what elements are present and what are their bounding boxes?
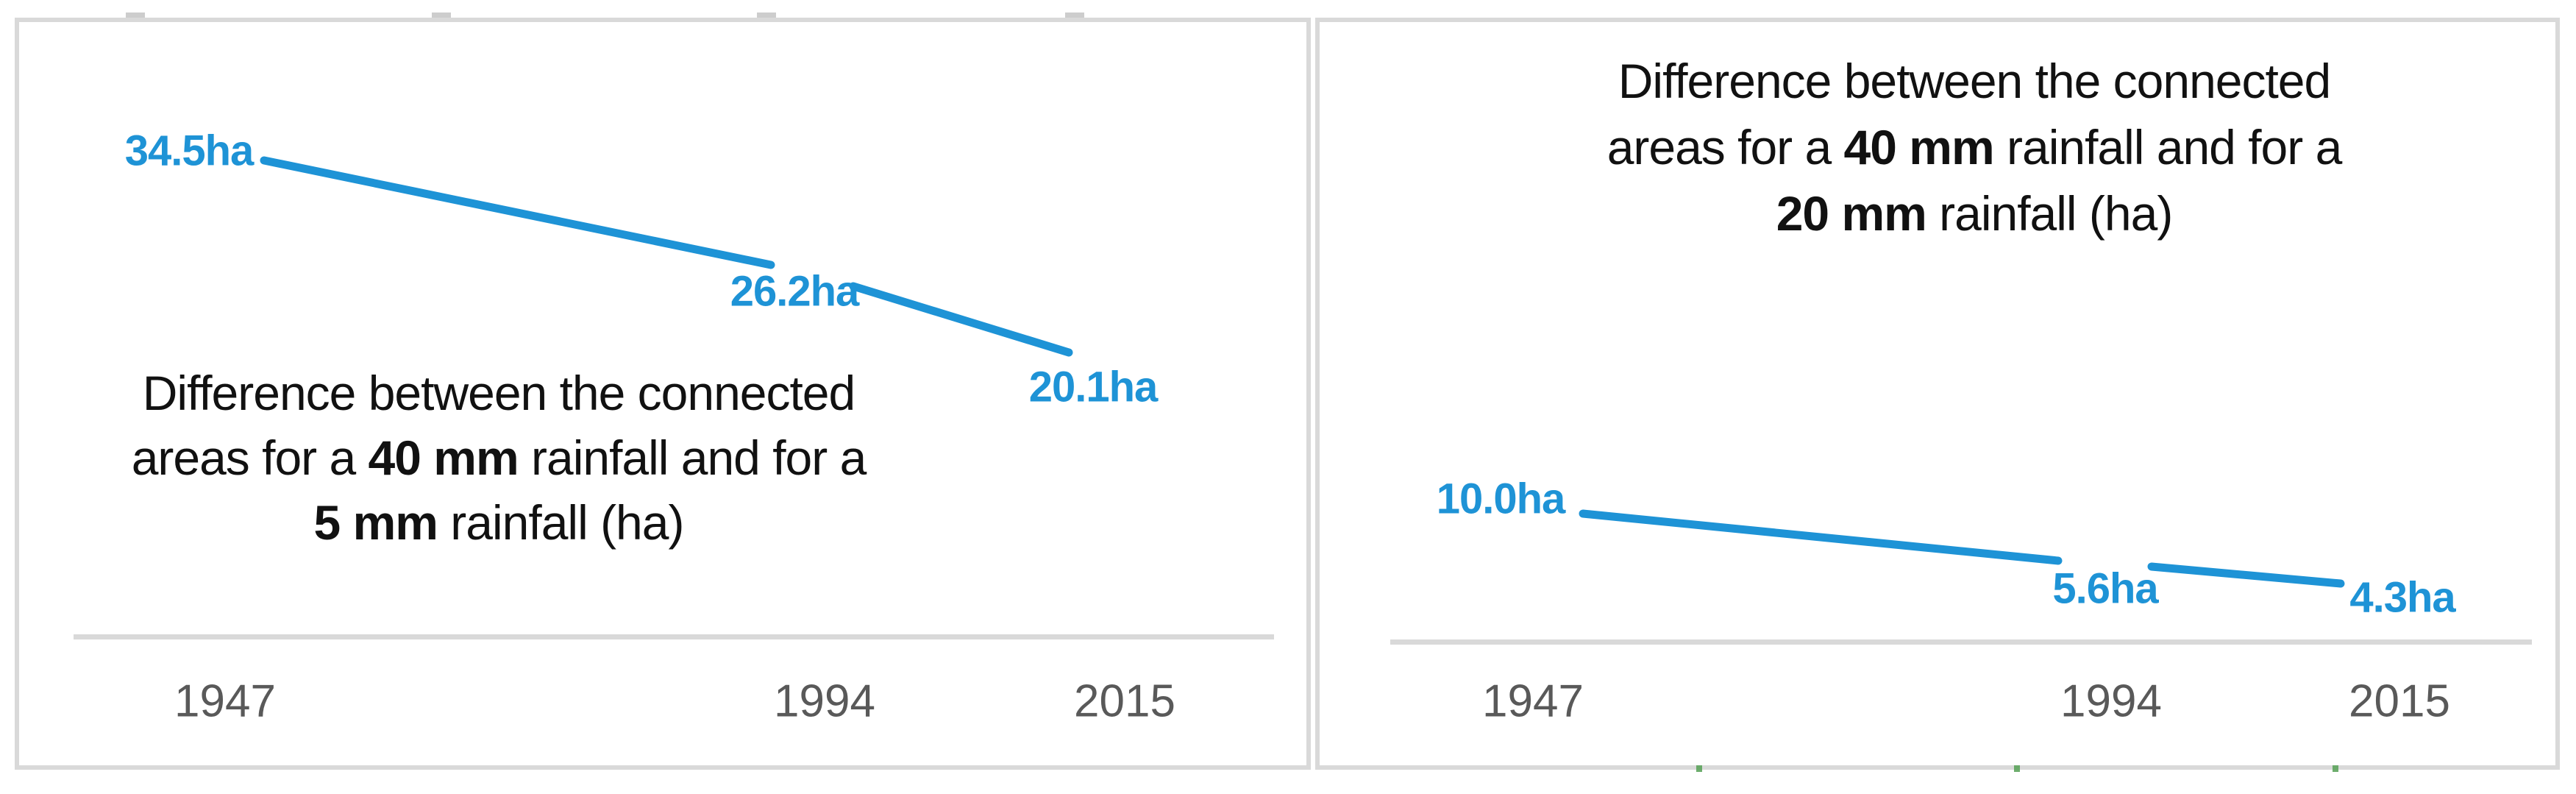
right-chart-title-line1: Difference between the connected bbox=[1618, 54, 2331, 108]
right-chart-title-line3: 20 mm rainfall (ha) bbox=[1481, 180, 2467, 247]
right-chart-title: Difference between the connected areas f… bbox=[1481, 48, 2467, 247]
left-chart-title-line3: 5 mm rainfall (ha) bbox=[19, 490, 978, 555]
right-title-line3-post: rainfall (ha) bbox=[1926, 186, 2173, 241]
right-chart-panel: Difference between the connected areas f… bbox=[1315, 18, 2560, 770]
data-label-1994: 5.6ha bbox=[2052, 564, 2158, 613]
data-label-2015: 4.3ha bbox=[2349, 573, 2455, 622]
right-chart-line bbox=[1579, 509, 2345, 588]
right-x-tick-2015: 2015 bbox=[2349, 676, 2450, 727]
left-line-segment-2 bbox=[849, 282, 1073, 357]
right-title-line3-bold: 20 mm bbox=[1776, 186, 1927, 241]
left-x-tick-1947: 1947 bbox=[174, 676, 276, 727]
left-title-line2-post: rainfall and for a bbox=[518, 430, 867, 485]
data-label-1994: 26.2ha bbox=[730, 267, 860, 316]
right-line-segment-1 bbox=[1579, 509, 2063, 565]
left-x-axis-line bbox=[74, 634, 1274, 639]
left-title-line3-bold: 5 mm bbox=[313, 495, 438, 550]
right-title-line2-pre: areas for a bbox=[1607, 120, 1844, 174]
left-chart-title: Difference between the connected areas f… bbox=[19, 361, 978, 555]
right-x-tick-1947: 1947 bbox=[1482, 676, 1584, 727]
left-chart-line bbox=[260, 156, 1073, 357]
left-chart-title-line1: Difference between the connected bbox=[142, 366, 855, 420]
right-title-line2-bold: 40 mm bbox=[1843, 120, 1995, 174]
left-title-line2-pre: areas for a bbox=[131, 430, 369, 485]
bottom-remnant-tick bbox=[1696, 765, 1702, 772]
left-x-tick-2015: 2015 bbox=[1074, 676, 1175, 727]
right-title-line2-post: rainfall and for a bbox=[1993, 120, 2342, 174]
left-title-line2-bold: 40 mm bbox=[368, 430, 519, 485]
bottom-remnant-tick bbox=[2014, 765, 2020, 772]
data-label-1947: 10.0ha bbox=[1436, 475, 1566, 523]
left-line-segment-1 bbox=[260, 156, 775, 269]
left-title-line3-post: rainfall (ha) bbox=[437, 495, 684, 550]
data-label-2015: 20.1ha bbox=[1028, 363, 1159, 411]
right-x-axis-line bbox=[1390, 639, 2532, 645]
right-x-tick-1994: 1994 bbox=[2060, 676, 2162, 727]
bottom-remnant-tick bbox=[2333, 765, 2338, 772]
right-line-segment-2 bbox=[2147, 562, 2345, 588]
data-label-1947: 34.5ha bbox=[124, 127, 255, 175]
left-chart-panel: 34.5ha 26.2ha 20.1ha Difference between … bbox=[15, 18, 1311, 770]
left-x-tick-1994: 1994 bbox=[774, 676, 875, 727]
right-chart-title-line2: areas for a 40 mm rainfall and for a bbox=[1481, 114, 2467, 180]
left-chart-title-line2: areas for a 40 mm rainfall and for a bbox=[19, 425, 978, 490]
